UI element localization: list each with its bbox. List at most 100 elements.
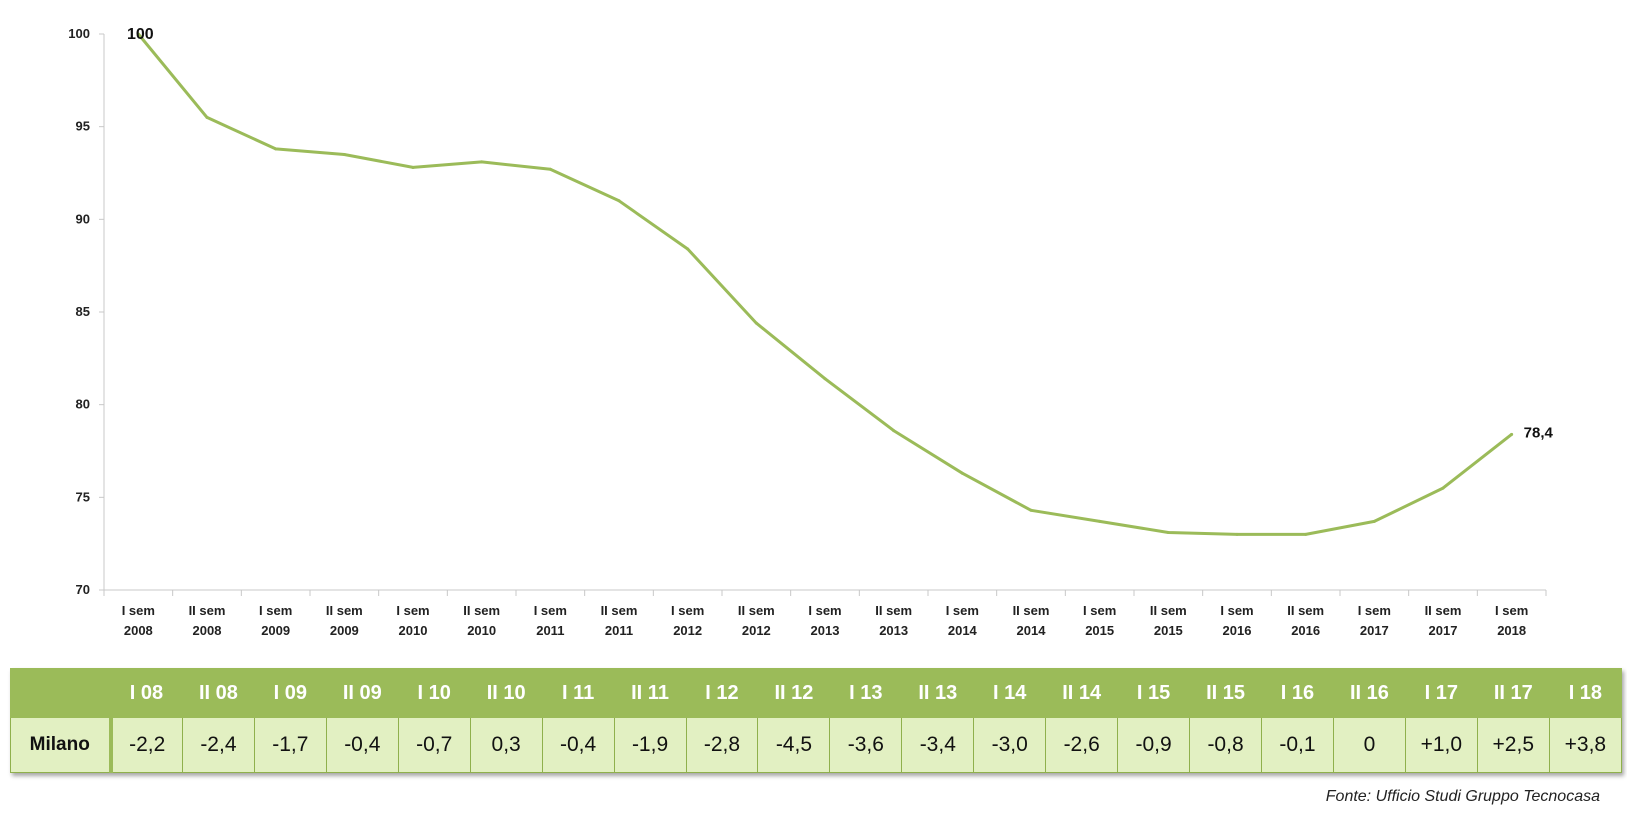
table-header-cell: I 09 (253, 668, 327, 718)
x-tick-label: I sem (808, 603, 841, 618)
table-cell: -0,7 (397, 717, 471, 773)
data-point (823, 377, 827, 381)
data-point (205, 115, 209, 119)
table-cell: -3,4 (901, 717, 975, 773)
x-tick-label: 2018 (1497, 623, 1526, 638)
x-tick-label: 2011 (536, 623, 564, 638)
x-tick-label: 2012 (673, 623, 702, 638)
table-cell: -4,5 (757, 717, 831, 773)
x-tick-label: 2009 (261, 623, 290, 638)
x-tick-label: 2017 (1429, 623, 1458, 638)
data-point (411, 165, 415, 169)
table-cell: -0,9 (1117, 717, 1191, 773)
data-point (136, 32, 140, 36)
x-tick-label: I sem (122, 603, 155, 618)
table-cell: -2,8 (685, 717, 759, 773)
x-tick-label: II sem (875, 603, 912, 618)
variation-table: I 08 II 08 I 09 II 09 I 10 II 10 I 11 II 11 I 12… (10, 668, 1623, 773)
x-tick-label: II sem (1013, 603, 1050, 618)
table-cell: -3,6 (829, 717, 903, 773)
data-point (1029, 508, 1033, 512)
table-header-cell: I 17 (1404, 668, 1478, 718)
table-header-cell: I 08 (110, 668, 183, 718)
y-tick-label: 80 (76, 397, 90, 412)
data-point (960, 471, 964, 475)
line-chart: 70 75 80 85 90 95 100 I sem 2008 II sem 2008 I sem 2… (68, 26, 1553, 638)
x-tick-label: I sem (1358, 603, 1391, 618)
table-cell: +1,0 (1404, 717, 1478, 773)
table-corner-cell (10, 668, 111, 718)
table-header-cell: II 11 (613, 668, 687, 718)
x-tick-label: II sem (738, 603, 775, 618)
y-tick-label: 90 (76, 211, 90, 226)
data-point (1098, 519, 1102, 523)
x-tick-label: 2008 (193, 623, 222, 638)
x-tick-label: 2016 (1291, 623, 1320, 638)
table-header-cell: I 10 (397, 668, 471, 718)
x-tick-label: 2012 (742, 623, 771, 638)
table-cell: -0,8 (1189, 717, 1262, 773)
x-tick-label: 2010 (467, 623, 496, 638)
x-tick-label: I sem (259, 603, 292, 618)
x-tick-label: 2008 (124, 623, 153, 638)
y-tick-label: 75 (76, 489, 90, 504)
x-tick-label: II sem (189, 603, 226, 618)
x-tick-label: I sem (1495, 603, 1528, 618)
data-point (342, 152, 346, 156)
x-tick-label: II sem (1150, 603, 1187, 618)
table-row-label: Milano (10, 717, 113, 773)
table-cell: -2,4 (181, 717, 255, 773)
table-cell: -3,0 (973, 717, 1047, 773)
x-tick-label: II sem (1425, 603, 1462, 618)
data-point (1166, 531, 1170, 535)
data-point (892, 429, 896, 433)
table-header-cell: II 17 (1476, 668, 1550, 718)
x-tick-label: 2015 (1154, 623, 1183, 638)
data-point (617, 199, 621, 203)
x-tick-label: 2015 (1085, 623, 1114, 638)
x-tick-label: I sem (671, 603, 704, 618)
table-cell: 0,3 (469, 717, 543, 773)
data-label-first: 100 (127, 26, 154, 43)
table-header-cell: I 14 (973, 668, 1047, 718)
table-cell: -0,1 (1261, 717, 1334, 773)
x-tick-label: II sem (326, 603, 363, 618)
table-header-cell: I 12 (685, 668, 759, 718)
x-tick-label: I sem (534, 603, 567, 618)
table-header-cell: I 18 (1548, 668, 1623, 718)
x-tick-label: 2014 (1017, 623, 1047, 638)
table-header-row: I 08 II 08 I 09 II 09 I 10 II 10 I 11 II 11 I 12… (10, 668, 1623, 718)
table-header-cell: II 09 (325, 668, 399, 718)
x-tick-label: 2014 (948, 623, 978, 638)
table-header-cell: I 15 (1117, 668, 1191, 718)
x-tick-label: I sem (946, 603, 979, 618)
data-point (1372, 519, 1376, 523)
series-line (137, 33, 1513, 536)
table-cell: +3,8 (1548, 717, 1623, 773)
x-tick-label: 2013 (811, 623, 840, 638)
y-tick-label: 100 (68, 26, 90, 41)
data-point (754, 321, 758, 325)
data-point (480, 160, 484, 164)
y-tick-label: 85 (76, 304, 90, 319)
x-tick-label: 2011 (605, 623, 633, 638)
data-point (274, 147, 278, 151)
x-tick-label: 2010 (399, 623, 428, 638)
table-cell: -2,2 (110, 717, 183, 773)
data-point (548, 167, 552, 171)
table-header-cell: II 14 (1045, 668, 1119, 718)
x-tick-label: 2009 (330, 623, 359, 638)
data-point (1510, 432, 1514, 436)
table-header-cell: I 11 (541, 668, 615, 718)
x-tick-label: II sem (463, 603, 500, 618)
x-tick-label: 2017 (1360, 623, 1389, 638)
table-cell: 0 (1332, 717, 1406, 773)
table-cell: -2,6 (1045, 717, 1119, 773)
table-header-cell: II 10 (469, 668, 543, 718)
x-tick-label: II sem (1287, 603, 1324, 618)
table-header-cell: II 08 (181, 668, 255, 718)
table-cell: -1,9 (613, 717, 687, 773)
y-tick-label: 95 (76, 119, 90, 134)
table-cell: +2,5 (1476, 717, 1550, 773)
table-cell: -1,7 (253, 717, 327, 773)
